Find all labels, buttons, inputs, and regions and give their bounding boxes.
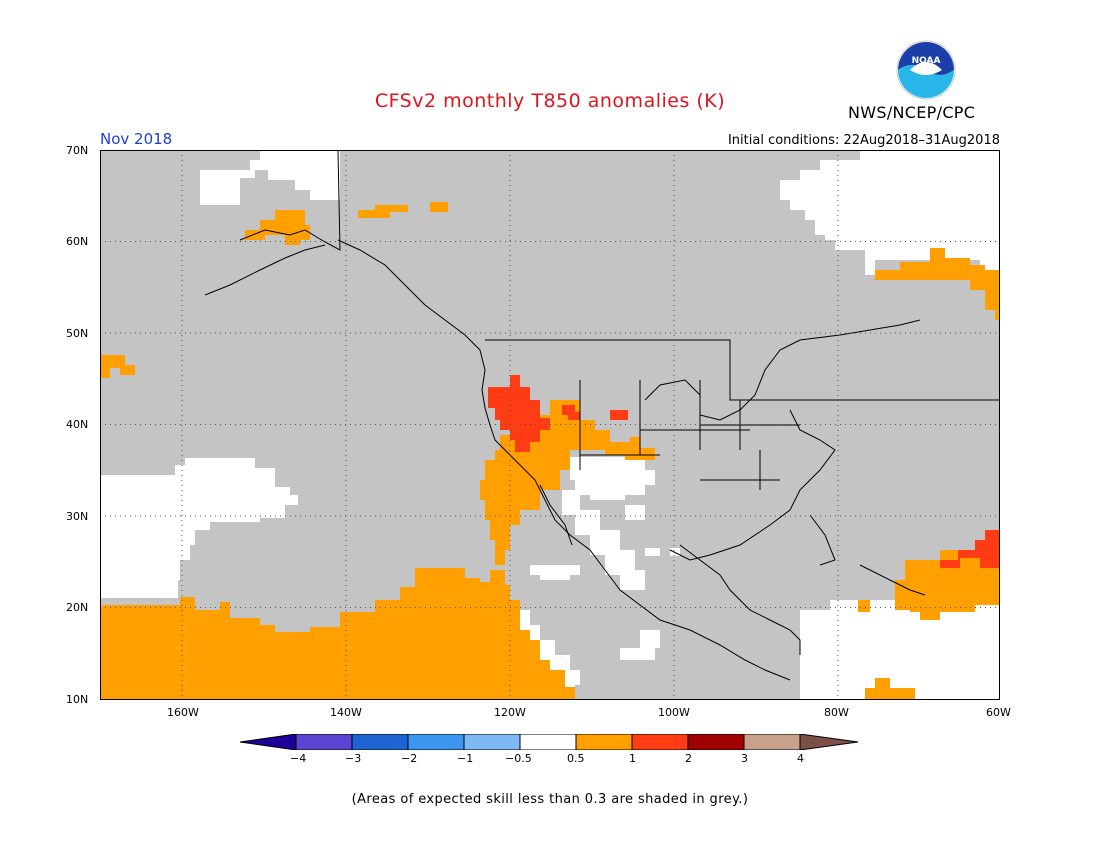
colorbar: [240, 734, 859, 750]
lon-label-80w: 80W: [824, 706, 849, 719]
initial-conditions: Initial conditions: 22Aug2018–31Aug2018: [727, 133, 1000, 148]
lat-label-50n: 50N: [66, 327, 89, 340]
lat-label-60n: 60N: [66, 235, 89, 248]
colorbar-label: 1: [629, 752, 636, 765]
colorbar-label: 4: [797, 752, 804, 765]
lat-label-20n: 20N: [66, 601, 89, 614]
colorbar-low-arrow: [240, 734, 297, 750]
colorbar-label: −0.5: [505, 752, 532, 765]
lat-label-30n: 30N: [66, 510, 89, 523]
lon-label-60w: 60W: [986, 706, 1011, 719]
lon-label-160w: 160W: [167, 706, 199, 719]
forecast-month: Nov 2018: [100, 130, 173, 148]
page-title: CFSv2 monthly T850 anomalies (K): [374, 90, 726, 112]
agency-label: NWS/NCEP/CPC: [848, 103, 976, 122]
anomaly-1-to-2: [488, 375, 1000, 568]
lon-label-140w: 140W: [330, 706, 362, 719]
colorbar-label: 3: [741, 752, 748, 765]
colorbar-high-arrow: [799, 734, 859, 750]
lat-label-40n: 40N: [66, 418, 89, 431]
colorbar-label: −2: [401, 752, 418, 765]
colorbar-label: −4: [290, 752, 307, 765]
anomaly-map: [100, 150, 1000, 700]
lat-label-10n: 10N: [66, 693, 89, 706]
lat-label-70n: 70N: [66, 144, 89, 157]
footnote: (Areas of expected skill less than 0.3 a…: [351, 792, 749, 807]
logo-text: NOAA: [912, 56, 941, 66]
colorbar-label: −3: [345, 752, 362, 765]
noaa-logo: NOAA: [896, 40, 956, 100]
graticule: [100, 150, 1000, 700]
colorbar-label: 0.5: [567, 752, 585, 765]
lon-label-100w: 100W: [658, 706, 690, 719]
colorbar-label: 2: [685, 752, 692, 765]
map-frame: [100, 150, 1000, 700]
lon-label-120w: 120W: [494, 706, 526, 719]
colorbar-label: −1: [457, 752, 474, 765]
